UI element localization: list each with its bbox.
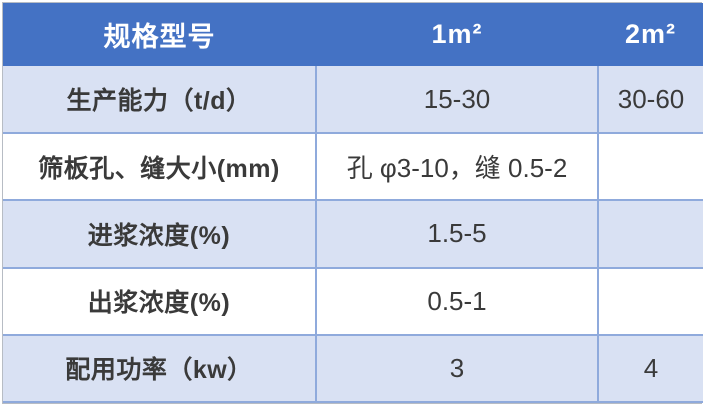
row-value-1m2: 0.5-1: [315, 266, 598, 335]
spec-table: 规格型号 1m² 2m² 生产能力（t/d） 15-30 30-60 筛板孔、缝…: [3, 3, 703, 404]
header-spec-model: 规格型号: [3, 3, 316, 66]
row-label-outlet-consistency: 出浆浓度(%): [3, 266, 316, 335]
spec-table-frame: 规格型号 1m² 2m² 生产能力（t/d） 15-30 30-60 筛板孔、缝…: [2, 2, 703, 404]
row-value-1m2: 孔 φ3-10，缝 0.5-2: [315, 132, 598, 201]
row-label-inlet-consistency: 进浆浓度(%): [3, 199, 316, 268]
row-label-motor-power: 配用功率（kw）: [3, 333, 316, 404]
header-col-1m2: 1m²: [316, 3, 598, 66]
row-label-production-capacity: 生产能力（t/d）: [3, 66, 316, 134]
table-row-production-capacity: 生产能力（t/d） 15-30 30-60: [3, 66, 703, 134]
table-row-outlet-consistency: 出浆浓度(%) 0.5-1: [3, 266, 703, 335]
header-row: 规格型号 1m² 2m²: [3, 3, 703, 66]
row-value-2m2: [597, 266, 703, 335]
row-value-2m2: 4: [597, 333, 703, 404]
row-value-2m2: 30-60: [597, 66, 703, 134]
table-row-inlet-consistency: 进浆浓度(%) 1.5-5: [3, 199, 703, 268]
table-row-screen-hole-size: 筛板孔、缝大小(mm) 孔 φ3-10，缝 0.5-2: [3, 132, 703, 201]
row-value-1m2: 3: [315, 333, 598, 404]
header-col-2m2: 2m²: [598, 3, 703, 66]
row-value-2m2: [597, 199, 703, 268]
row-label-screen-hole-size: 筛板孔、缝大小(mm): [3, 132, 316, 201]
row-value-2m2: [597, 132, 703, 201]
row-value-1m2: 1.5-5: [315, 199, 598, 268]
row-value-1m2: 15-30: [315, 66, 598, 134]
table-row-motor-power: 配用功率（kw） 3 4: [3, 333, 703, 404]
